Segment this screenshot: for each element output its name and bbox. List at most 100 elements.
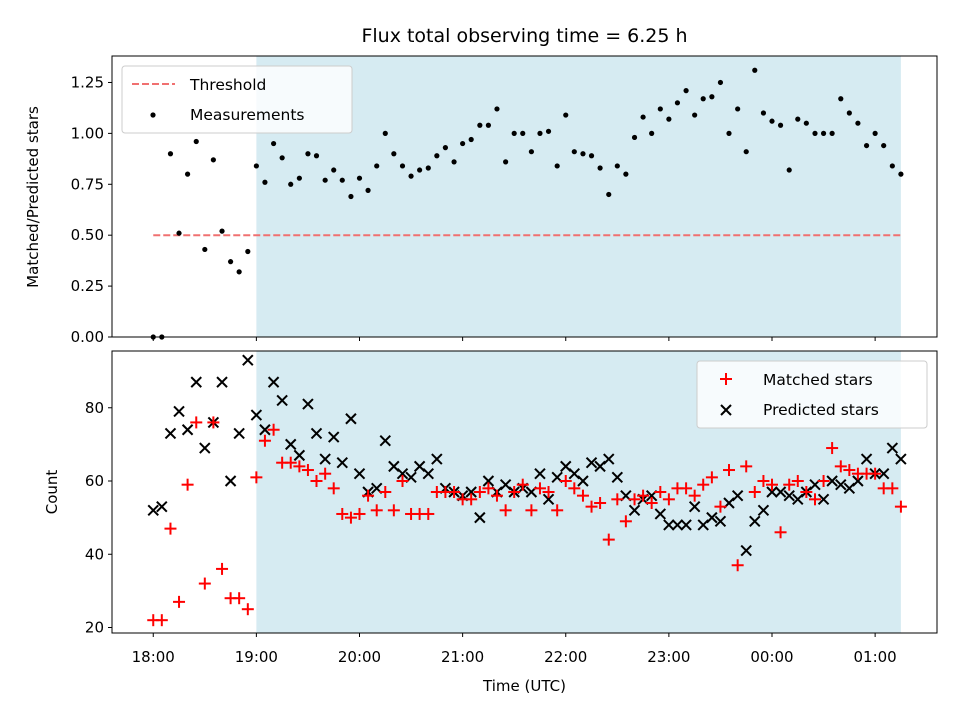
predicted-star-marker xyxy=(714,515,727,528)
predicted-star-marker xyxy=(585,456,598,469)
bottom-legend-frame xyxy=(696,360,928,429)
top-ytick-label: 0.00 xyxy=(71,328,104,346)
bottom-legend: Matched stars Predicted stars xyxy=(696,360,928,429)
predicted-star-marker xyxy=(817,493,830,506)
matched-star-marker xyxy=(525,504,538,517)
predicted-star-marker xyxy=(353,467,366,480)
matched-star-marker xyxy=(731,559,744,572)
predicted-star-marker xyxy=(250,409,263,421)
predicted-star-marker xyxy=(259,424,271,436)
matched-star-marker xyxy=(826,442,839,455)
measurement-point xyxy=(631,134,638,141)
predicted-star-marker xyxy=(465,486,477,498)
matched-star-marker xyxy=(241,603,254,616)
matched-star-marker xyxy=(705,471,718,484)
predicted-star-marker xyxy=(852,475,864,487)
measurement-point xyxy=(442,145,449,151)
matched-star-marker xyxy=(637,489,650,502)
predicted-star-marker xyxy=(242,354,254,366)
legend-measurements-swatch xyxy=(150,112,156,118)
matched-star-marker xyxy=(258,434,271,447)
measurement-point xyxy=(606,191,612,198)
predicted-star-marker xyxy=(671,519,684,531)
measurement-point xyxy=(485,122,492,128)
bottom-xtick-label: 22:00 xyxy=(544,648,587,666)
measurement-point xyxy=(537,130,543,136)
matched-star-marker xyxy=(465,493,478,506)
measurement-point xyxy=(193,138,199,145)
matched-star-marker xyxy=(448,486,461,498)
matched-star-marker xyxy=(791,475,804,488)
measurement-point xyxy=(812,130,818,136)
bottom-xtick-label: 01:00 xyxy=(854,648,897,666)
predicted-star-marker xyxy=(611,471,624,484)
measurement-point xyxy=(863,142,870,149)
predicted-star-marker xyxy=(156,500,168,513)
measurement-point xyxy=(683,88,689,94)
measurement-point xyxy=(391,151,397,157)
matched-star-marker xyxy=(559,475,572,488)
measurement-point xyxy=(846,110,852,116)
matched-star-marker xyxy=(774,526,787,539)
top-panel: 0.00 0.25 0.50 0.75 1.00 1.25 Flux total obse… xyxy=(24,25,938,346)
predicted-star-marker xyxy=(680,519,692,531)
top-ytick-label: 0.25 xyxy=(71,277,104,295)
predicted-star-marker xyxy=(783,489,795,502)
predicted-star-marker xyxy=(345,413,357,425)
predicted-star-marker xyxy=(276,394,288,407)
bottom-xtick-label: 19:00 xyxy=(235,648,278,666)
top-observing-window xyxy=(256,56,901,337)
measurement-point xyxy=(313,153,320,159)
matched-star-marker xyxy=(645,496,658,509)
measurement-point xyxy=(657,106,663,112)
measurement-point xyxy=(348,193,354,200)
matched-star-marker xyxy=(602,533,615,546)
measurement-point xyxy=(270,140,277,147)
matched-star-marker xyxy=(722,464,735,477)
measurement-point xyxy=(399,163,406,169)
legend-predicted-label: Predicted stars xyxy=(763,401,879,419)
measurement-point xyxy=(167,151,174,157)
measurement-point xyxy=(889,163,895,169)
predicted-star-marker xyxy=(757,504,770,517)
predicted-star-marker xyxy=(542,493,555,506)
measurement-point xyxy=(786,167,792,173)
measurement-point xyxy=(288,181,294,187)
matched-star-marker xyxy=(662,493,675,506)
predicted-star-marker xyxy=(534,467,546,480)
measurement-point xyxy=(227,259,234,265)
predicted-star-marker xyxy=(835,478,847,491)
matched-star-marker xyxy=(319,467,332,480)
measurement-point xyxy=(872,130,878,136)
predicted-star-marker xyxy=(774,486,787,498)
bottom-xtick-label: 21:00 xyxy=(441,648,484,666)
measurement-point xyxy=(838,96,844,102)
measurement-point xyxy=(571,149,577,155)
measurement-point xyxy=(184,171,191,177)
predicted-star-marker xyxy=(422,467,434,480)
matched-star-marker xyxy=(568,482,581,495)
predicted-star-marker xyxy=(654,508,667,520)
measurement-point xyxy=(692,112,698,118)
predicted-star-marker xyxy=(740,544,752,557)
predicted-star-marker xyxy=(749,515,761,528)
matched-star-marker xyxy=(284,456,297,469)
predicted-star-marker xyxy=(826,475,838,487)
matched-star-marker xyxy=(301,464,314,477)
bottom-y-axis-label: Count xyxy=(43,470,61,515)
measurement-point xyxy=(477,122,483,128)
matched-star-marker xyxy=(688,489,701,502)
predicted-star-marker xyxy=(860,453,873,465)
matched-star-marker xyxy=(181,478,194,491)
matched-star-marker xyxy=(216,562,229,575)
measurement-point xyxy=(460,140,466,147)
measurement-point xyxy=(434,153,440,159)
measurement-point xyxy=(468,136,474,143)
matched-star-marker xyxy=(207,416,220,429)
measurement-point xyxy=(674,100,681,106)
measurement-point xyxy=(451,159,457,165)
top-ytick-label: 1.25 xyxy=(71,73,104,91)
bottom-xtick-label: 23:00 xyxy=(647,648,690,666)
bottom-ytick-label: 60 xyxy=(85,472,104,490)
measurement-point xyxy=(795,116,801,122)
